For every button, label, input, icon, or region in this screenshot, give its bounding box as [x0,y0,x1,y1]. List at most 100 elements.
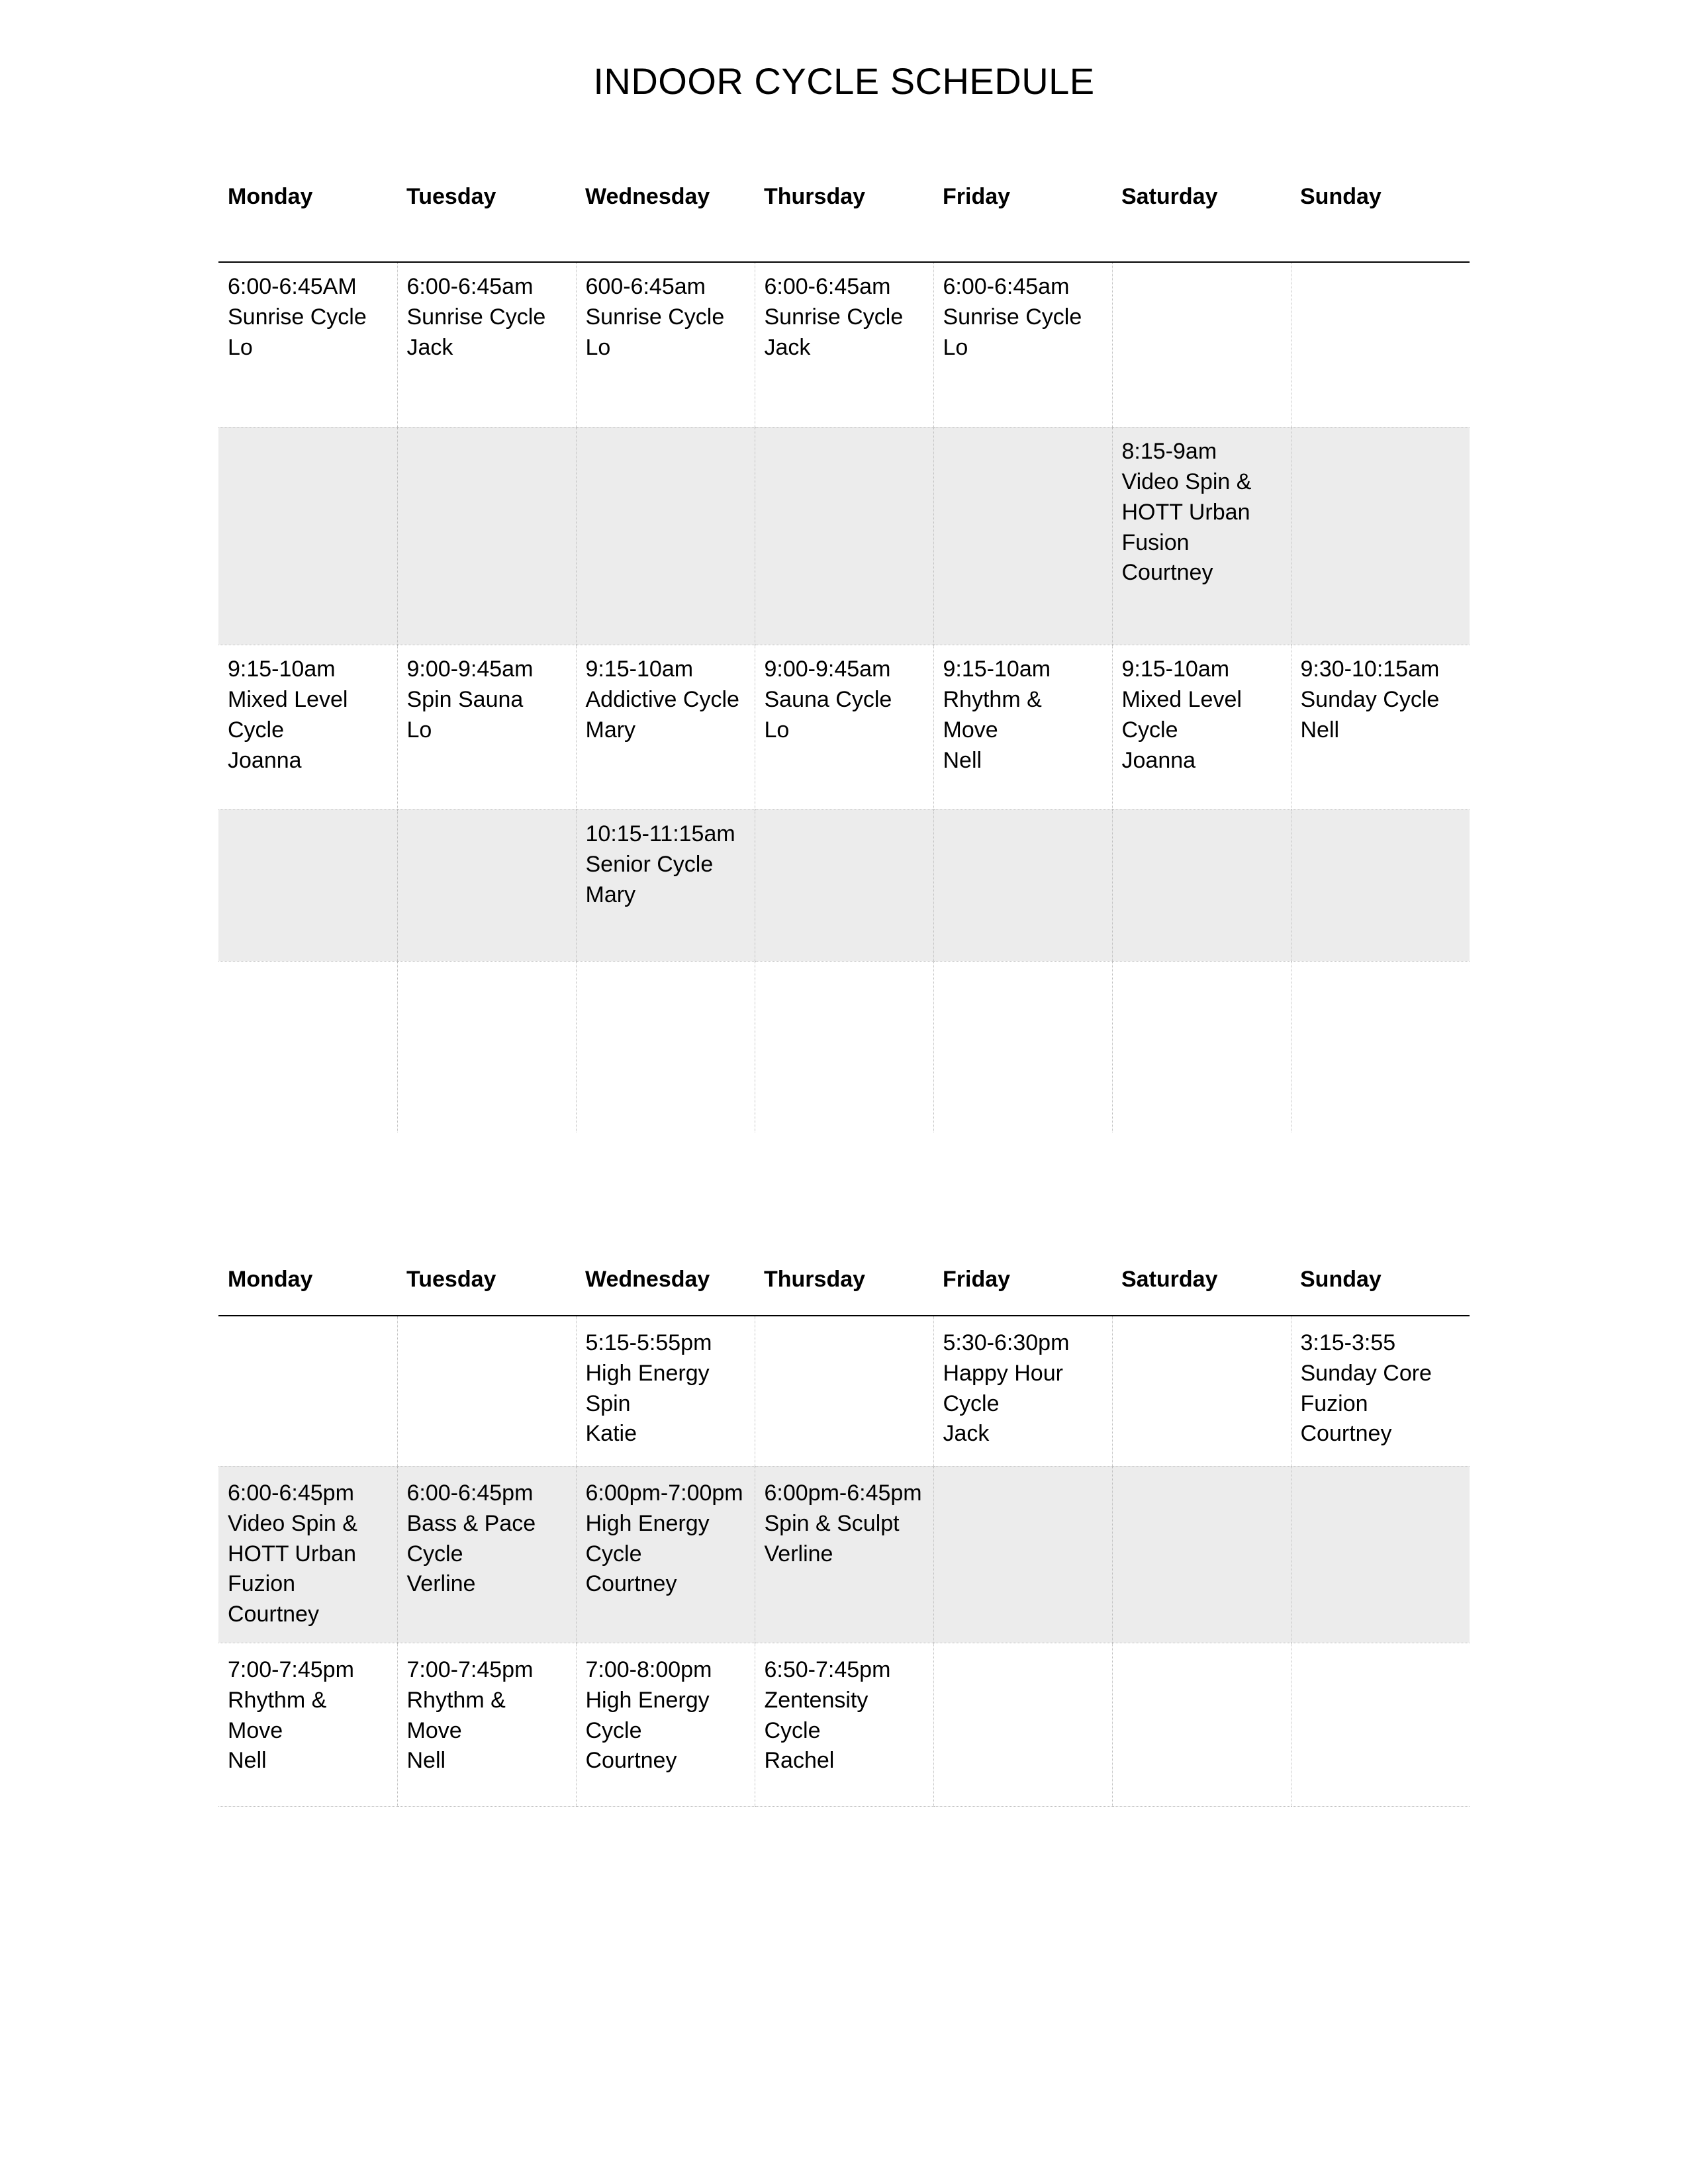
class-time: 9:00-9:45am [765,655,924,685]
schedule-cell: 9:15-10am Addictive Cycle Mary [576,645,755,809]
class-name: Sunday Core Fuzion [1301,1359,1461,1420]
class-time: 600-6:45am [586,272,745,302]
class-instructor: Joanna [228,746,388,776]
schedule-cell: 6:00-6:45pm Video Spin & HOTT Urban Fuzi… [218,1466,397,1643]
class-name: High Energy Cycle [586,1686,745,1747]
class-instructor: Lo [765,715,924,746]
class-instructor: Courtney [228,1600,388,1630]
class-name: Sunday Cycle [1301,685,1461,715]
schedule-cell [397,427,576,645]
class-instructor: Rachel [765,1746,924,1776]
table-row: 6:00-6:45pm Video Spin & HOTT Urban Fuzi… [218,1466,1470,1643]
class-time: 9:00-9:45am [407,655,567,685]
class-name: Happy Hour Cycle [943,1359,1103,1420]
class-time: 6:00pm-7:00pm [586,1479,745,1509]
table-row: 7:00-7:45pm Rhythm & Move Nell 7:00-7:45… [218,1643,1470,1806]
day-header: Thursday [755,1258,933,1316]
class-name: Sunrise Cycle [765,302,924,333]
schedule-cell [755,1316,933,1467]
class-instructor: Verline [765,1539,924,1570]
schedule-cell: 9:15-10am Mixed Level Cycle Joanna [218,645,397,809]
class-time: 6:00-6:45pm [407,1479,567,1509]
schedule-cell: 6:00pm-7:00pm High Energy Cycle Courtney [576,1466,755,1643]
class-instructor: Nell [228,1746,388,1776]
schedule-cell: 5:15-5:55pm High Energy Spin Katie [576,1316,755,1467]
schedule-cell [218,809,397,961]
class-instructor: Jack [765,333,924,363]
class-instructor: Lo [407,715,567,746]
class-name: Mixed Level Cycle [1122,685,1282,746]
schedule-cell [1112,262,1291,428]
day-header: Wednesday [576,175,755,219]
class-time: 9:15-10am [586,655,745,685]
schedule-cell: 7:00-7:45pm Rhythm & Move Nell [218,1643,397,1806]
schedule-cell [1291,427,1470,645]
class-time: 8:15-9am [1122,437,1282,467]
schedule-cell [933,1466,1112,1643]
class-name: Zentensity Cycle [765,1686,924,1747]
class-name: Rhythm & Move [407,1686,567,1747]
class-name: Video Spin & HOTT Urban Fuzion [228,1509,388,1600]
class-name: Sunrise Cycle [586,302,745,333]
schedule-cell [218,427,397,645]
schedule-cell [755,809,933,961]
morning-schedule-table: Monday Tuesday Wednesday Thursday Friday… [218,175,1470,1132]
class-time: 6:00pm-6:45pm [765,1479,924,1509]
class-name: Video Spin & HOTT Urban Fusion [1122,467,1282,559]
class-instructor: Jack [407,333,567,363]
class-time: 6:00-6:45am [943,272,1103,302]
schedule-cell: 600-6:45am Sunrise Cycle Lo [576,262,755,428]
class-name: Sunrise Cycle [407,302,567,333]
class-time: 9:15-10am [943,655,1103,685]
schedule-cell: 6:50-7:45pm Zentensity Cycle Rachel [755,1643,933,1806]
schedule-cell: 6:00-6:45pm Bass & Pace Cycle Verline [397,1466,576,1643]
schedule-cell [1112,809,1291,961]
class-name: Rhythm & Move [228,1686,388,1747]
schedule-cell: 6:00-6:45am Sunrise Cycle Jack [755,262,933,428]
day-header: Thursday [755,175,933,219]
class-instructor: Nell [1301,715,1461,746]
day-header: Saturday [1112,1258,1291,1316]
class-time: 6:00-6:45AM [228,272,388,302]
schedule-cell [1112,1643,1291,1806]
schedule-cell: 10:15-11:15am Senior Cycle Mary [576,809,755,961]
table-row: 9:15-10am Mixed Level Cycle Joanna 9:00-… [218,645,1470,809]
class-name: Sunrise Cycle [943,302,1103,333]
day-header: Tuesday [397,175,576,219]
schedule-cell: 9:15-10am Mixed Level Cycle Joanna [1112,645,1291,809]
schedule-cell [933,427,1112,645]
schedule-cell: 5:30-6:30pm Happy Hour Cycle Jack [933,1316,1112,1467]
schedule-cell [755,427,933,645]
class-time: 5:15-5:55pm [586,1328,745,1359]
day-header: Sunday [1291,1258,1470,1316]
class-instructor: Katie [586,1419,745,1449]
class-instructor: Courtney [1122,558,1282,588]
class-time: 7:00-7:45pm [228,1655,388,1686]
class-instructor: Mary [586,715,745,746]
schedule-cell [397,809,576,961]
schedule-cell [576,427,755,645]
morning-header-row: Monday Tuesday Wednesday Thursday Friday… [218,175,1470,219]
schedule-cell [218,961,397,1132]
schedule-cell [397,1316,576,1467]
class-instructor: Courtney [586,1746,745,1776]
schedule-cell: 6:00pm-6:45pm Spin & Sculpt Verline [755,1466,933,1643]
schedule-cell: 9:30-10:15am Sunday Cycle Nell [1291,645,1470,809]
schedule-cell [1112,1316,1291,1467]
class-instructor: Courtney [586,1569,745,1600]
schedule-cell: 9:00-9:45am Sauna Cycle Lo [755,645,933,809]
class-name: Sauna Cycle [765,685,924,715]
page-title: INDOOR CYCLE SCHEDULE [218,60,1470,103]
class-name: High Energy Cycle [586,1509,745,1570]
schedule-cell: 6:00-6:45am Sunrise Cycle Jack [397,262,576,428]
class-time: 6:00-6:45am [407,272,567,302]
schedule-cell: 7:00-8:00pm High Energy Cycle Courtney [576,1643,755,1806]
day-header: Tuesday [397,1258,576,1316]
class-instructor: Verline [407,1569,567,1600]
class-time: 9:15-10am [1122,655,1282,685]
class-time: 5:30-6:30pm [943,1328,1103,1359]
schedule-cell [755,961,933,1132]
schedule-cell [933,961,1112,1132]
table-row: 10:15-11:15am Senior Cycle Mary [218,809,1470,961]
schedule-cell: 7:00-7:45pm Rhythm & Move Nell [397,1643,576,1806]
